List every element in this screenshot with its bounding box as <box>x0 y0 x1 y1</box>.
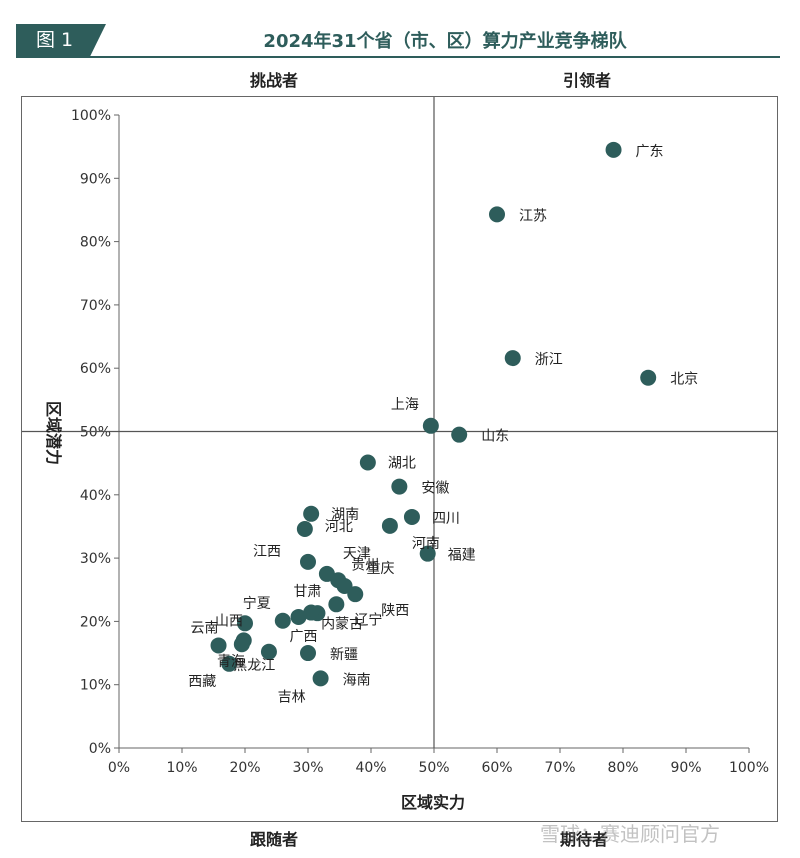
data-point <box>359 454 376 471</box>
data-point <box>233 636 250 653</box>
title-underline <box>16 56 780 58</box>
point-label: 吉林 <box>278 689 306 705</box>
point-label: 安徽 <box>421 481 449 497</box>
data-point <box>640 369 657 386</box>
point-label: 福建 <box>448 548 476 564</box>
x-tick-label: 10% <box>166 760 197 776</box>
point-label: 内蒙古 <box>321 617 363 633</box>
data-point <box>451 426 468 443</box>
data-point <box>347 586 364 603</box>
y-tick-label: 70% <box>80 298 111 314</box>
point-label: 湖南 <box>331 507 359 523</box>
data-point <box>260 643 277 660</box>
y-tick-label: 60% <box>80 361 111 377</box>
x-tick-label: 40% <box>355 760 386 776</box>
chart-frame <box>21 96 778 822</box>
y-tick-label: 20% <box>80 614 111 630</box>
axes: 0% 10% 20% 30% 40% 50% 60% 70% 80% 90% 100% 0% 10% 20… <box>71 108 769 776</box>
point-label: 天津 <box>343 546 371 562</box>
x-tick-label: 100% <box>729 760 769 776</box>
data-point <box>419 545 436 562</box>
point-label: 陕西 <box>381 603 409 619</box>
quadrant-label-top-right: 引领者 <box>563 71 612 90</box>
x-tick-label: 0% <box>108 760 130 776</box>
x-tick-label: 30% <box>292 760 323 776</box>
x-tick-label: 80% <box>607 760 638 776</box>
x-tick-label: 60% <box>481 760 512 776</box>
data-point <box>300 553 316 570</box>
watermark: 雪球：赛迪顾问官方 <box>540 822 720 846</box>
y-tick-label: 80% <box>80 235 111 251</box>
data-point <box>605 141 622 158</box>
point-label: 甘肃 <box>293 584 321 600</box>
data-point <box>312 670 329 687</box>
chart-title: 2024年31个省（市、区）算力产业竞争梯队 <box>263 31 627 52</box>
y-tick-label: 30% <box>80 551 111 567</box>
point-label: 浙江 <box>535 352 563 368</box>
y-axis-label: 区域潜力 <box>44 401 63 465</box>
data-points <box>210 141 657 687</box>
point-label: 山西 <box>215 613 243 629</box>
point-label: 江苏 <box>519 208 547 224</box>
x-axis-label: 区域实力 <box>401 793 465 812</box>
point-label: 河南 <box>412 536 440 552</box>
data-point <box>274 612 291 629</box>
data-point <box>422 417 439 434</box>
data-point <box>328 596 345 613</box>
data-point <box>489 206 505 223</box>
point-label: 贵州 <box>351 557 379 573</box>
data-point <box>504 350 521 367</box>
point-label: 黑龙江 <box>233 658 275 674</box>
data-point <box>403 508 420 525</box>
point-label: 四川 <box>432 511 460 527</box>
point-label: 北京 <box>670 372 698 388</box>
data-point <box>237 615 253 632</box>
x-tick-label: 70% <box>544 760 575 776</box>
point-label: 广西 <box>290 629 318 645</box>
reference-lines <box>22 97 777 748</box>
data-point <box>290 608 307 625</box>
data-point <box>210 637 227 654</box>
point-label: 云南 <box>191 620 219 636</box>
point-label: 广东 <box>636 144 664 160</box>
x-tick-label: 20% <box>229 760 260 776</box>
quadrant-label-bottom-left: 跟随者 <box>250 830 299 849</box>
data-point <box>303 604 320 621</box>
y-tick-label: 100% <box>71 108 111 124</box>
point-label: 山东 <box>481 429 509 445</box>
point-label: 新疆 <box>330 647 358 663</box>
y-tick-label: 10% <box>80 678 111 694</box>
data-point <box>303 505 320 522</box>
quadrant-label-top-left: 挑战者 <box>250 71 299 90</box>
y-tick-label: 0% <box>89 741 111 757</box>
point-label: 海南 <box>343 672 371 688</box>
point-label: 重庆 <box>367 561 395 577</box>
data-point <box>296 520 313 537</box>
point-label: 江西 <box>253 544 281 560</box>
x-tick-label: 90% <box>670 760 701 776</box>
data-point <box>300 645 316 662</box>
quadrant-label-bottom-right: 期待者 <box>560 830 609 849</box>
figure-badge: 图 1 <box>16 24 106 57</box>
y-tick-label: 40% <box>80 488 111 504</box>
data-point <box>381 517 398 534</box>
point-label: 湖北 <box>388 456 416 472</box>
y-tick-label: 50% <box>80 425 111 441</box>
point-label: 河北 <box>325 519 353 535</box>
y-tick-label: 90% <box>80 171 111 187</box>
data-point <box>221 655 238 672</box>
data-point <box>391 478 408 495</box>
point-label: 青海 <box>217 654 245 670</box>
x-tick-label: 50% <box>418 760 449 776</box>
point-label: 西藏 <box>188 674 216 690</box>
point-label: 上海 <box>391 397 419 413</box>
point-label: 辽宁 <box>354 611 382 628</box>
point-label: 宁夏 <box>243 595 271 612</box>
